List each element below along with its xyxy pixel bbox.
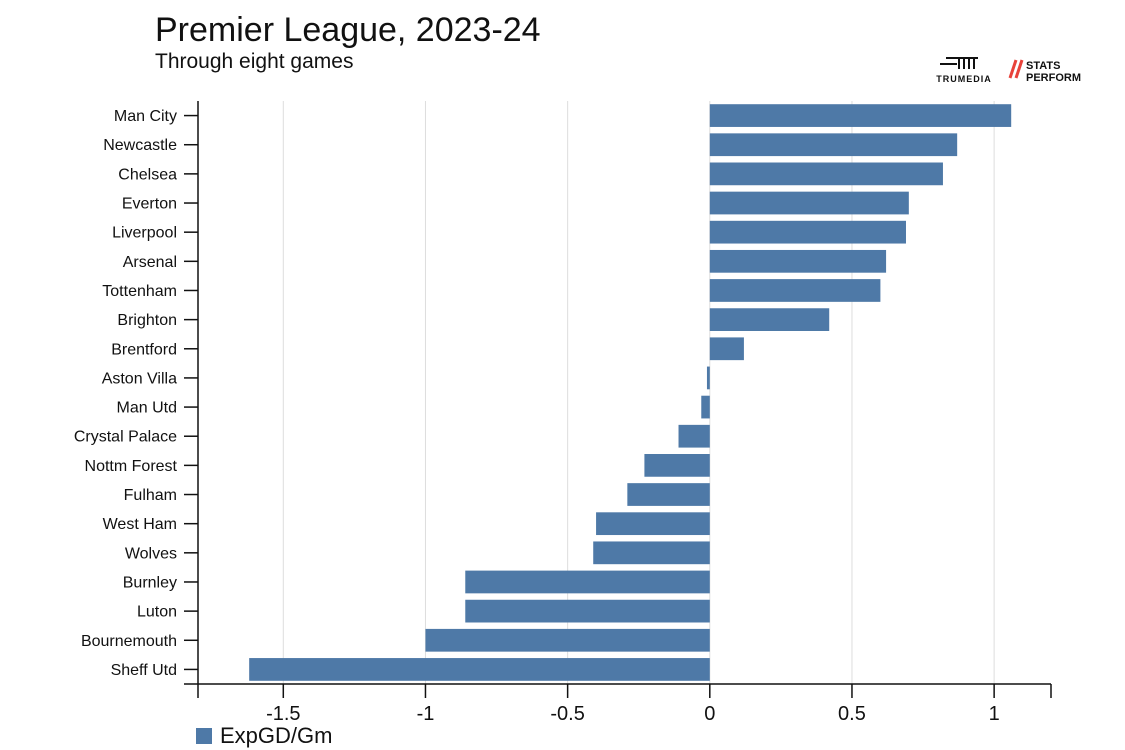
- axes: Man City Newcastle Chelsea Everton Liverpool…: [74, 101, 1052, 722]
- bar-wolves: [593, 541, 710, 565]
- y-tick-label: Brighton: [117, 312, 177, 329]
- bar-sheff-utd: [249, 658, 710, 681]
- bar-newcastle: [709, 133, 958, 157]
- bar-fulham: [627, 483, 710, 506]
- bar-tottenham: [709, 279, 881, 302]
- y-tick-label: Aston Villa: [102, 370, 177, 387]
- y-tick-label: Arsenal: [123, 254, 177, 271]
- bar-burnley: [465, 570, 710, 594]
- trumedia-logo-text: TRUMEDIA: [936, 74, 992, 84]
- y-tick-label: Man Utd: [117, 400, 177, 417]
- y-tick-label: West Ham: [103, 516, 177, 533]
- stats-perform-slash-icon: [1008, 59, 1024, 79]
- y-tick-label: Nottm Forest: [85, 458, 178, 475]
- stats-perform-line1: STATS: [1026, 60, 1060, 72]
- chart-subtitle: Through eight games: [155, 50, 354, 73]
- bar-luton: [465, 599, 710, 623]
- chart-title: Premier League, 2023-24: [155, 11, 541, 49]
- y-tick-label: Sheff Utd: [111, 662, 177, 679]
- bar-brighton: [709, 308, 830, 331]
- x-tick-label: -1.5: [266, 703, 300, 722]
- y-tick-label: Wolves: [125, 545, 177, 562]
- legend: ExpGD/Gm: [196, 722, 332, 750]
- y-tick-label: Crystal Palace: [74, 429, 177, 446]
- bar-bournemouth: [425, 628, 710, 652]
- stats-perform-line2: PERFORM: [1026, 72, 1081, 84]
- y-tick-label: Burnley: [123, 574, 177, 591]
- bar-west-ham: [596, 512, 710, 536]
- bar-chelsea: [709, 162, 943, 186]
- x-tick-label: 1: [989, 703, 1000, 722]
- bar-chart: Man City Newcastle Chelsea Everton Liverpool…: [74, 101, 1052, 722]
- legend-label: ExpGD/Gm: [220, 723, 333, 748]
- y-tick-label: Luton: [137, 604, 177, 621]
- bar-arsenal: [709, 249, 887, 273]
- y-tick-label: Bournemouth: [81, 633, 177, 650]
- logos: TRUMEDIA STATS PERFORM: [930, 54, 1090, 86]
- bar-crystal-palace: [678, 424, 710, 448]
- grid-lines: [282, 101, 995, 684]
- trumedia-logo: TRUMEDIA: [936, 57, 992, 84]
- y-tick-label: Man City: [114, 108, 177, 125]
- bar-liverpool: [709, 220, 906, 244]
- bar-brentford: [709, 337, 744, 361]
- logo-svg: TRUMEDIA STATS PERFORM: [936, 57, 1081, 84]
- y-tick-label: Chelsea: [118, 166, 177, 183]
- bar-man-utd: [701, 395, 710, 419]
- y-tick-label: Brentford: [111, 341, 177, 358]
- y-tick-label: Fulham: [124, 487, 177, 504]
- stats-perform-logo: STATS PERFORM: [1008, 59, 1081, 84]
- x-tick-label: -0.5: [550, 703, 584, 722]
- bar-nottm-forest: [644, 454, 710, 477]
- trumedia-mark-icon: [940, 57, 978, 69]
- y-tick-label: Liverpool: [112, 225, 177, 242]
- x-tick-label: 0.5: [838, 703, 866, 722]
- x-tick-label: -1: [417, 703, 435, 722]
- y-tick-label: Everton: [122, 196, 177, 213]
- y-tick-label: Newcastle: [103, 137, 177, 154]
- legend-swatch: [196, 728, 212, 744]
- bars: [249, 104, 1012, 681]
- y-tick-label: Tottenham: [102, 283, 177, 300]
- bar-man-city: [709, 104, 1012, 127]
- bar-aston-villa: [706, 366, 710, 390]
- bar-everton: [709, 191, 909, 215]
- x-tick-label: 0: [704, 703, 715, 722]
